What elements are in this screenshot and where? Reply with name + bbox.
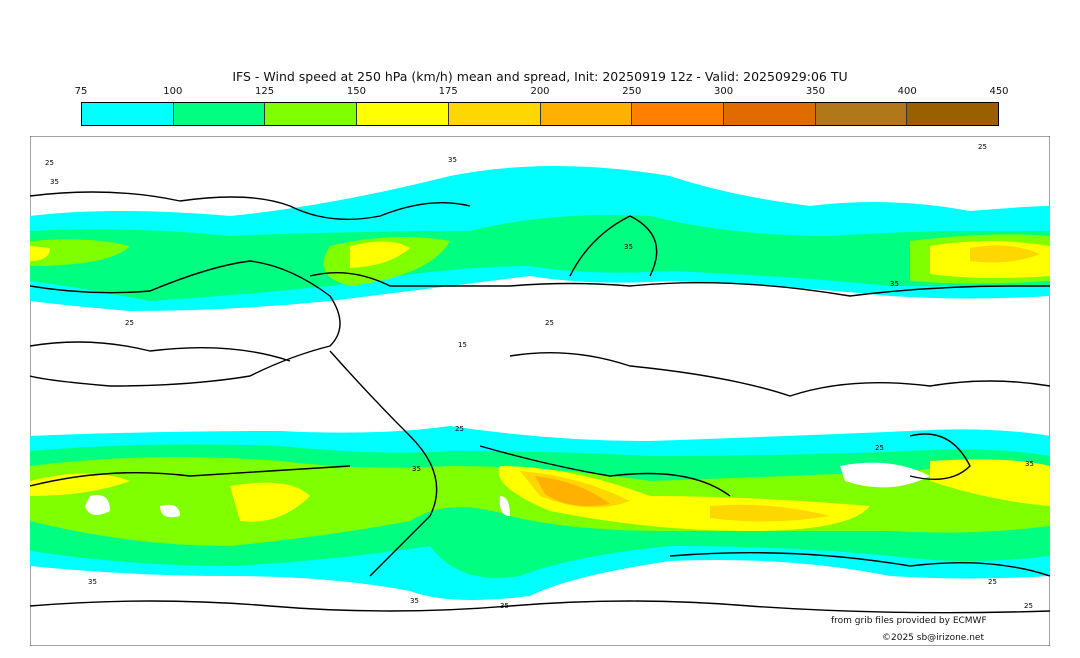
wind-fill-south bbox=[30, 426, 1050, 600]
colorbar-swatch bbox=[907, 103, 999, 125]
colorbar-swatch bbox=[540, 103, 633, 125]
colorbar-swatch bbox=[632, 103, 724, 125]
colorbar-swatch bbox=[815, 103, 908, 125]
colorbar-tick: 300 bbox=[714, 86, 734, 97]
contour-label: 35 bbox=[890, 280, 899, 288]
contour-label: 25 bbox=[1024, 602, 1033, 610]
chart-title: IFS - Wind speed at 250 hPa (km/h) mean … bbox=[232, 69, 848, 84]
contour-label: 25 bbox=[545, 319, 554, 327]
colorbar-swatch bbox=[265, 103, 358, 125]
contour-label: 35 bbox=[410, 597, 419, 605]
contour-label: 15 bbox=[458, 341, 467, 349]
contour-label: 35 bbox=[500, 602, 509, 610]
contour-label: 25 bbox=[978, 143, 987, 151]
wind-speed-map: 25 35 35 25 25 25 15 35 35 25 35 25 35 3… bbox=[30, 136, 1050, 646]
colorbar-tick: 350 bbox=[805, 86, 825, 97]
colorbar-tick: 100 bbox=[163, 86, 183, 97]
contour-label: 25 bbox=[875, 444, 884, 452]
colorbar-swatch bbox=[723, 103, 816, 125]
colorbar-swatch bbox=[173, 103, 266, 125]
source-credit: from grib files provided by ECMWF bbox=[831, 616, 987, 626]
contour-labels: 25 35 35 25 25 25 15 35 35 25 35 25 35 3… bbox=[45, 143, 1034, 610]
contour-label: 25 bbox=[455, 425, 464, 433]
colorbar-tick: 125 bbox=[255, 86, 275, 97]
colorbar-tick: 200 bbox=[530, 86, 550, 97]
contour-label: 25 bbox=[988, 578, 997, 586]
coastlines bbox=[30, 191, 1050, 614]
colorbar-tick: 75 bbox=[74, 86, 88, 97]
contour-label: 35 bbox=[88, 578, 97, 586]
colorbar-swatch bbox=[448, 103, 541, 125]
contour-label: 25 bbox=[45, 159, 54, 167]
colorbar-tick: 150 bbox=[346, 86, 366, 97]
colorbar-tick: 250 bbox=[622, 86, 642, 97]
colorbar-tick: 175 bbox=[438, 86, 458, 97]
wind-fill-north bbox=[30, 166, 1050, 311]
colorbar-tick: 450 bbox=[989, 86, 1009, 97]
contour-label: 25 bbox=[125, 319, 134, 327]
contour-label: 35 bbox=[50, 178, 59, 186]
contour-label: 35 bbox=[412, 465, 421, 473]
colorbar-tick: 400 bbox=[897, 86, 917, 97]
copyright-credit: ©2025 sb@irizone.net bbox=[882, 633, 984, 643]
contour-label: 35 bbox=[1025, 460, 1034, 468]
colorbar bbox=[81, 102, 999, 126]
colorbar-swatch bbox=[357, 103, 449, 125]
contour-label: 35 bbox=[624, 243, 633, 251]
colorbar-swatch bbox=[82, 103, 174, 125]
contour-label: 35 bbox=[448, 156, 457, 164]
